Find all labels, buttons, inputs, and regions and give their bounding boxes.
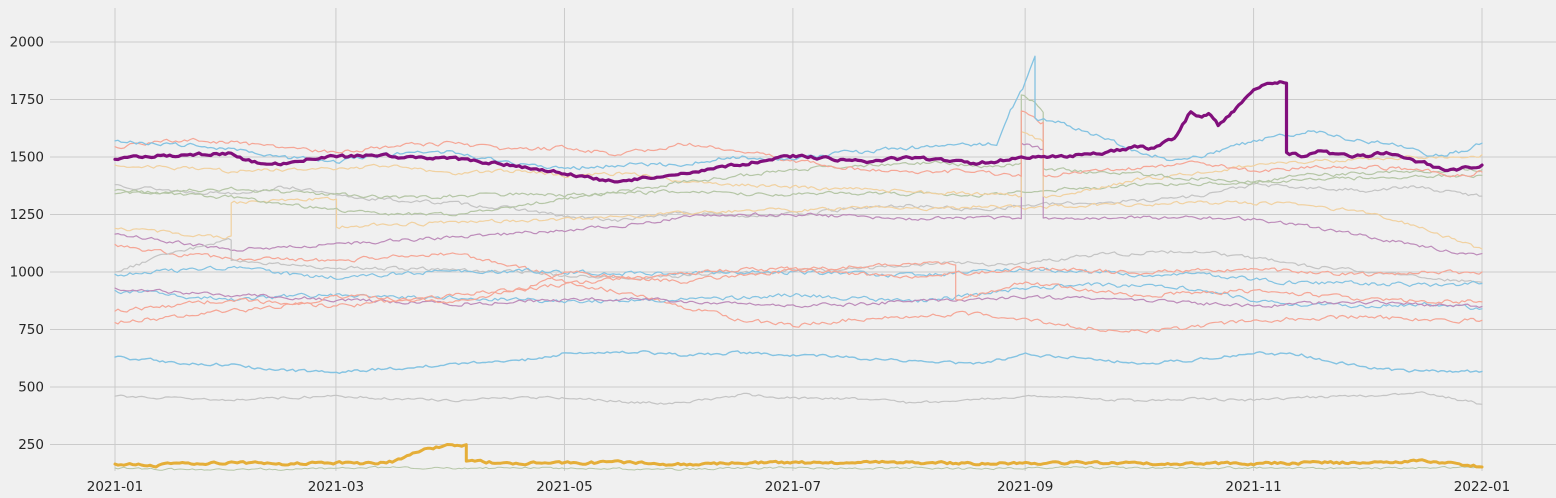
series-green-c [114,465,1483,471]
series-salmon-c [114,261,1483,313]
y-tick-label: 1500 [10,150,44,166]
series-gray-c [114,391,1483,405]
x-tick-label: 2021-11 [1225,479,1281,495]
x-tick-label: 2021-03 [308,479,364,495]
series-green-a [114,94,1483,217]
series-salmon-a [114,110,1483,178]
y-tick-label: 500 [18,380,44,396]
series-salmon-b [114,243,1483,334]
x-tick-label: 2022-01 [1454,479,1510,495]
y-tick-label: 1000 [10,265,44,281]
series-salmon-d [114,266,1483,325]
x-tick-label: 2021-01 [87,479,143,495]
series-blue-c [114,282,1483,310]
series-khaki-a [114,131,1483,199]
x-tick-label: 2021-07 [765,479,821,495]
axis-tick-labels: 250 500 750 1000 1250 1500 1750 2000 2021-01 2021… [10,35,1511,496]
y-tick-label: 750 [18,322,44,338]
series-purple-b [114,287,1483,309]
series-lines [113,55,1484,471]
series-blue-d [114,350,1483,375]
x-tick-label: 2021-09 [997,479,1053,495]
series-thick-purple [113,80,1484,184]
series-khaki-b [114,196,1483,250]
series-green-b [114,173,1483,200]
series-purple-a [114,142,1483,256]
x-tick-label: 2021-05 [536,479,592,495]
y-tick-label: 250 [18,437,44,453]
series-thick-yellow [113,443,1484,469]
y-tick-label: 2000 [10,35,44,51]
y-tick-label: 1750 [10,92,44,108]
y-tick-label: 1250 [10,207,44,223]
